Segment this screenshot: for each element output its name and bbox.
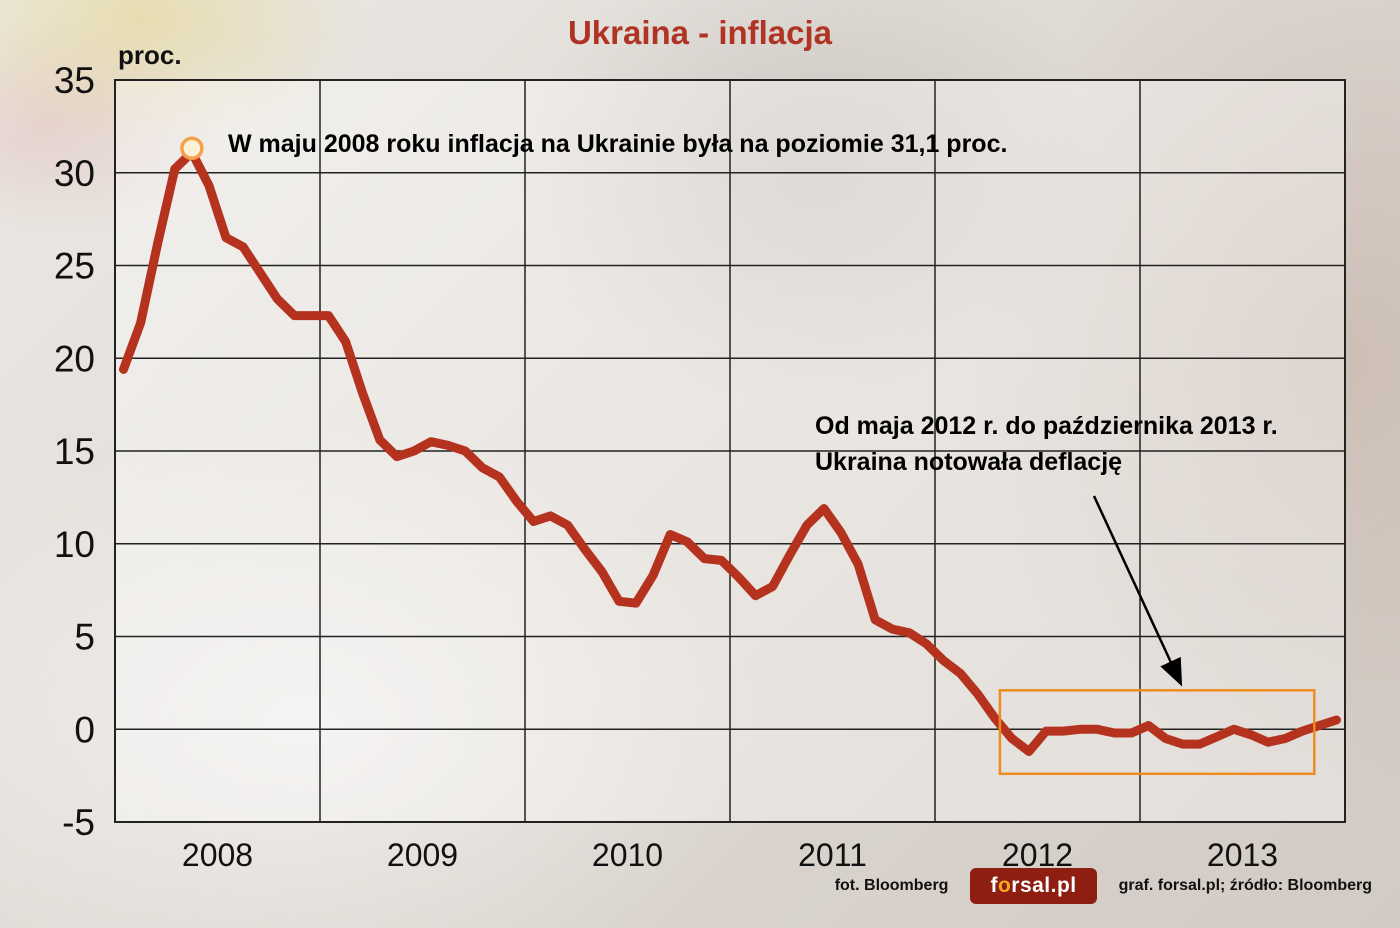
svg-text:15: 15 xyxy=(54,431,95,472)
svg-text:-5: -5 xyxy=(62,802,95,843)
y-axis-unit-label: proc. xyxy=(118,40,182,70)
svg-text:0: 0 xyxy=(74,709,95,750)
svg-text:20: 20 xyxy=(54,338,95,379)
footer: fot. Bloomberg f o rsal.pl graf. forsal.pl… xyxy=(835,868,1372,904)
svg-text:10: 10 xyxy=(54,524,95,565)
logo-text-part1: f xyxy=(990,874,998,897)
svg-text:30: 30 xyxy=(54,153,95,194)
svg-text:5: 5 xyxy=(74,617,95,658)
svg-text:2008: 2008 xyxy=(182,837,253,873)
svg-text:2011: 2011 xyxy=(798,837,867,873)
svg-text:2009: 2009 xyxy=(387,837,458,873)
deflation-annotation: Od maja 2012 r. do października 2013 r. … xyxy=(815,408,1278,481)
forsal-logo: f o rsal.pl xyxy=(970,868,1097,904)
svg-text:35: 35 xyxy=(54,60,95,101)
graphic-source-credit: graf. forsal.pl; źródło: Bloomberg xyxy=(1118,877,1372,894)
svg-text:25: 25 xyxy=(54,246,95,287)
photo-credit: fot. Bloomberg xyxy=(834,877,949,894)
deflation-annotation-line2: Ukraina notowała deflację xyxy=(815,448,1123,477)
svg-text:2012: 2012 xyxy=(1002,837,1073,873)
deflation-annotation-line1: Od maja 2012 r. do października 2013 r. xyxy=(815,412,1278,440)
peak-annotation: W maju 2008 roku inflacja na Ukrainie by… xyxy=(228,130,1008,158)
svg-text:2013: 2013 xyxy=(1207,837,1278,873)
chart-title: Ukraina - inflacja xyxy=(567,14,833,51)
logo-text-part3: rsal.pl xyxy=(1011,874,1077,897)
svg-text:2010: 2010 xyxy=(592,837,663,873)
logo-text-part2: o xyxy=(997,874,1012,897)
